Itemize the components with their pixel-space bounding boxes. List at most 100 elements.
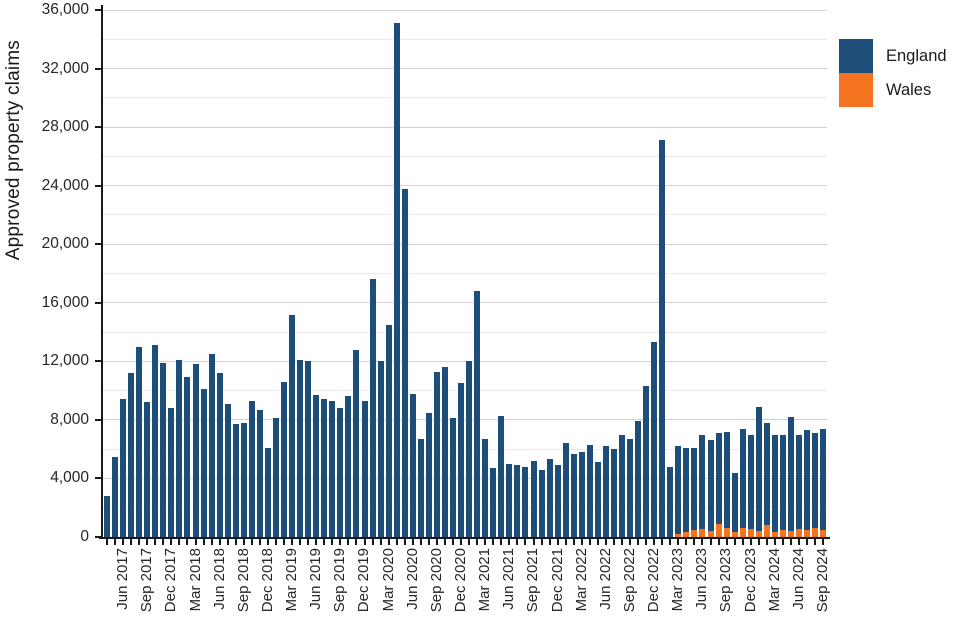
y-axis-line xyxy=(101,5,103,539)
bar-slot xyxy=(127,10,135,537)
x-tick xyxy=(803,539,811,545)
bar-dec-2022 xyxy=(651,342,658,537)
gridline-major xyxy=(103,185,827,187)
bar-slot xyxy=(175,10,183,537)
x-tick xyxy=(296,539,304,545)
bar-mar-2021 xyxy=(482,438,489,537)
bar-may-2019 xyxy=(305,361,312,537)
bar-slot xyxy=(409,10,417,537)
x-tick xyxy=(739,539,747,545)
x-tick-label: Mar 2020 xyxy=(379,548,397,612)
bar-slot xyxy=(538,10,546,537)
wales-bar-segment xyxy=(747,528,754,537)
bar-feb-2021 xyxy=(474,291,481,537)
wales-bar-segment xyxy=(788,531,794,537)
x-tick-label: Dec 2022 xyxy=(645,548,663,613)
bar-sep-2021 xyxy=(530,460,537,537)
bars-row xyxy=(103,10,827,537)
england-bar-segment xyxy=(345,396,352,537)
wales-bar-segment xyxy=(715,523,722,537)
england-bar-segment xyxy=(812,433,819,528)
bar-nov-2023 xyxy=(739,428,746,537)
wales-bar-segment xyxy=(739,527,746,537)
bar-slot xyxy=(682,10,690,537)
bar-feb-2022 xyxy=(570,453,577,537)
bar-aug-2023 xyxy=(715,433,722,537)
bar-aug-2024 xyxy=(812,433,819,537)
bar-may-2023 xyxy=(691,447,698,537)
england-bar-segment xyxy=(216,373,223,537)
wales-bar-segment xyxy=(691,530,698,537)
bar-dec-2019 xyxy=(361,400,368,537)
x-tick-label: Sep 2018 xyxy=(234,548,252,613)
legend-swatch-england xyxy=(839,39,873,73)
bar-slot xyxy=(433,10,441,537)
bar-may-2017 xyxy=(112,456,119,537)
x-tick xyxy=(529,539,537,545)
bar-slot xyxy=(698,10,706,537)
bar-slot xyxy=(739,10,747,537)
england-bar-segment xyxy=(522,466,529,537)
england-bar-segment xyxy=(192,364,199,537)
bar-slot xyxy=(554,10,562,537)
wales-bar-segment xyxy=(731,531,738,537)
bar-slot xyxy=(111,10,119,537)
x-tick xyxy=(328,539,336,545)
england-bar-segment xyxy=(200,389,207,537)
x-tick xyxy=(361,539,369,545)
x-tick-label: Jun 2024 xyxy=(789,548,807,610)
bar-slot xyxy=(707,10,715,537)
x-tick-label: Mar 2022 xyxy=(572,548,590,612)
x-tick xyxy=(731,539,739,545)
england-bar-segment xyxy=(739,428,746,528)
x-tick xyxy=(642,539,650,545)
x-tick xyxy=(127,539,135,545)
x-tick-label: Dec 2019 xyxy=(355,548,373,613)
england-bar-segment xyxy=(297,359,304,537)
x-tick-label: Mar 2023 xyxy=(669,548,687,612)
x-tick xyxy=(457,539,465,545)
bar-slot xyxy=(505,10,513,537)
y-tick xyxy=(95,9,102,11)
bar-slot xyxy=(344,10,352,537)
england-bar-segment xyxy=(264,447,271,537)
bar-apr-2020 xyxy=(393,23,400,537)
bar-slot xyxy=(594,10,602,537)
plot-area xyxy=(103,9,827,537)
bar-slot xyxy=(272,10,280,537)
x-tick-label: Sep 2024 xyxy=(813,548,831,613)
bar-slot xyxy=(674,10,682,537)
england-bar-segment xyxy=(433,371,440,537)
bar-jan-2019 xyxy=(273,418,279,537)
bar-slot xyxy=(296,10,304,537)
x-tick xyxy=(819,539,827,545)
bar-jul-2020 xyxy=(417,438,424,537)
bar-slot xyxy=(119,10,127,537)
bar-slot xyxy=(232,10,240,537)
x-tick-label: Sep 2021 xyxy=(524,548,542,613)
bar-slot xyxy=(497,10,505,537)
england-bar-segment xyxy=(369,279,376,537)
bar-oct-2023 xyxy=(731,472,738,537)
england-bar-segment xyxy=(224,403,231,537)
england-bar-segment xyxy=(602,446,609,537)
bar-slot xyxy=(819,10,827,537)
x-tick xyxy=(288,539,296,545)
bar-aug-2017 xyxy=(136,346,143,537)
gridline-major xyxy=(103,360,827,362)
bar-slot xyxy=(192,10,200,537)
x-tick-label: Sep 2017 xyxy=(138,548,156,613)
x-tick xyxy=(771,539,779,545)
x-tick xyxy=(224,539,232,545)
bar-slot xyxy=(425,10,433,537)
gridline-major xyxy=(103,243,827,245)
x-tick-label: Sep 2023 xyxy=(717,548,735,613)
england-bar-segment xyxy=(289,314,296,537)
england-bar-segment xyxy=(619,434,626,537)
x-tick-label: Mar 2018 xyxy=(186,548,204,612)
x-tick xyxy=(618,539,626,545)
y-tick xyxy=(95,243,102,246)
bar-slot xyxy=(658,10,666,537)
bar-apr-2022 xyxy=(586,444,593,537)
gridline-minor xyxy=(103,97,827,99)
